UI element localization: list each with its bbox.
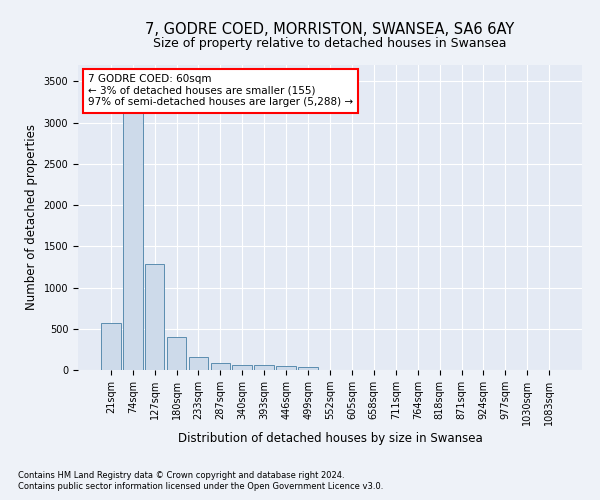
Text: Size of property relative to detached houses in Swansea: Size of property relative to detached ho… — [153, 38, 507, 51]
Bar — [101, 323, 121, 370]
Bar — [254, 366, 274, 370]
Text: Contains HM Land Registry data © Crown copyright and database right 2024.: Contains HM Land Registry data © Crown c… — [18, 470, 344, 480]
Text: Contains public sector information licensed under the Open Government Licence v3: Contains public sector information licen… — [18, 482, 383, 491]
Bar — [167, 337, 187, 370]
Y-axis label: Number of detached properties: Number of detached properties — [25, 124, 38, 310]
Text: 7, GODRE COED, MORRISTON, SWANSEA, SA6 6AY: 7, GODRE COED, MORRISTON, SWANSEA, SA6 6… — [145, 22, 515, 38]
Bar — [188, 357, 208, 370]
Text: 7 GODRE COED: 60sqm
← 3% of detached houses are smaller (155)
97% of semi-detach: 7 GODRE COED: 60sqm ← 3% of detached hou… — [88, 74, 353, 108]
X-axis label: Distribution of detached houses by size in Swansea: Distribution of detached houses by size … — [178, 432, 482, 445]
Bar — [211, 363, 230, 370]
Bar — [123, 100, 143, 370]
Bar — [145, 264, 164, 370]
Bar — [298, 366, 318, 370]
Bar — [232, 365, 252, 370]
Bar — [276, 366, 296, 370]
